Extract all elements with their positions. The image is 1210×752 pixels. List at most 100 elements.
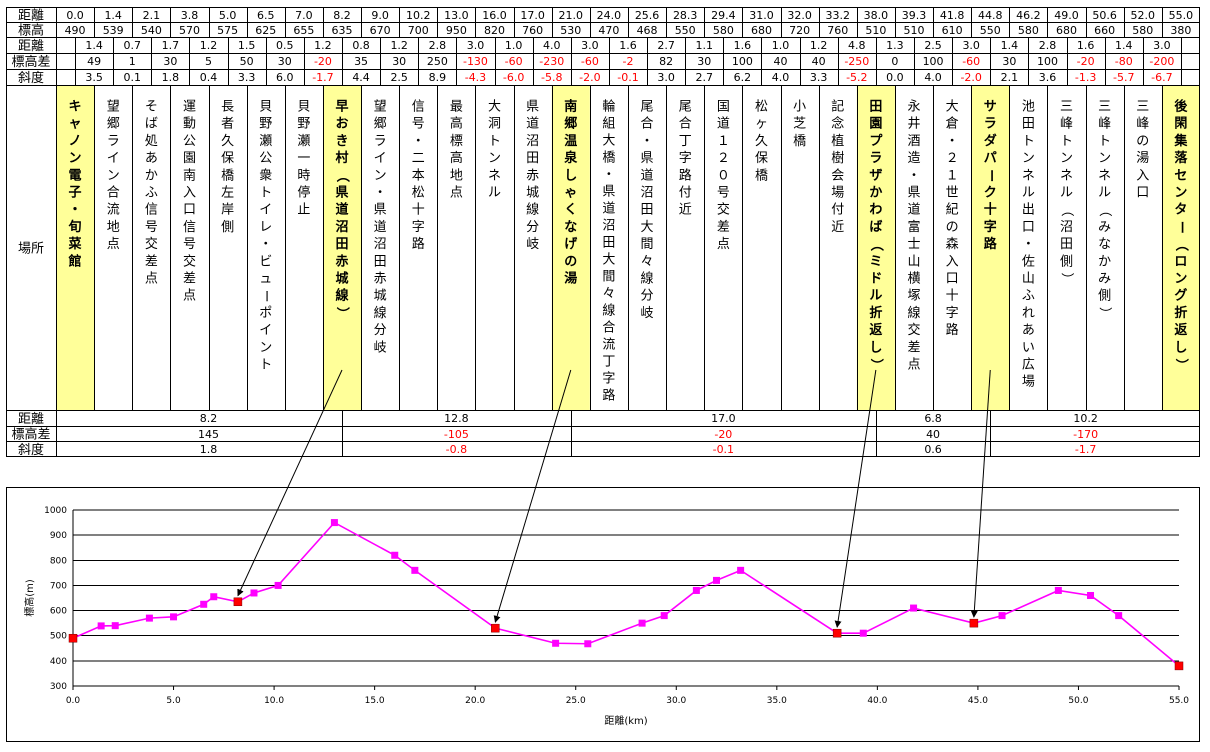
leg-distance: 17.0	[711, 412, 736, 425]
segment-distance: 3.0	[467, 39, 485, 52]
place-char: 路	[602, 388, 615, 404]
row-label-seg_elev_diff: 標高差	[11, 54, 50, 70]
place-char: あ	[145, 151, 158, 166]
point-elev: 380	[1170, 24, 1191, 37]
place-char: 十	[946, 289, 959, 304]
place-char: 落	[1174, 150, 1188, 166]
place-char: 々	[641, 254, 654, 269]
point-elev: 470	[598, 24, 619, 37]
place-char: 久	[221, 134, 234, 149]
place-char: 道	[526, 117, 539, 132]
place-char: 組	[602, 117, 615, 132]
point-elev: 610	[942, 24, 963, 37]
place-char: 場	[831, 186, 844, 201]
point-km: 44.8	[978, 9, 1003, 22]
segment-distance: 4.8	[848, 39, 866, 52]
place-char: ト	[259, 358, 272, 373]
elevation-chart-svg: 300 400 500 600 700 800 900 1000 0.0 5.0 10.0 15.0 2…	[23, 506, 1189, 727]
place-char: 岸	[221, 203, 234, 218]
place-char: み	[1098, 272, 1111, 287]
segment-distance: 3.0	[581, 39, 599, 52]
place-char: 号	[145, 220, 158, 235]
place-char: 一	[297, 151, 310, 166]
highlight-cell	[1161, 85, 1200, 410]
place-char: 小	[793, 100, 806, 115]
place-char: 横	[907, 272, 920, 287]
segment-elev-diff: -80	[1115, 55, 1133, 68]
x-tick-label: 55.0	[1169, 696, 1189, 706]
place-char: 合	[107, 186, 120, 201]
place-char: 地	[450, 168, 463, 183]
place-char: 保	[221, 151, 234, 166]
place-char: か	[869, 186, 882, 201]
place-char: 沼	[335, 220, 348, 235]
point-elev: 670	[370, 24, 391, 37]
place-char: ラ	[869, 151, 882, 166]
point-elev: 580	[1018, 24, 1039, 37]
place-char: 返	[1174, 323, 1187, 338]
segment-slope: 6.2	[734, 71, 752, 84]
place-char: 富	[907, 219, 920, 235]
leg-elev-diff: -170	[1073, 428, 1098, 441]
leg-slope: -0.8	[446, 443, 467, 456]
place-char: ン	[1174, 186, 1187, 201]
place-char: 城	[335, 271, 348, 287]
place-char: 沼	[1060, 220, 1073, 235]
point-elev: 700	[408, 24, 429, 37]
point-elev: 660	[1094, 24, 1115, 37]
place-char: 路	[946, 322, 959, 338]
place-char: 入	[183, 186, 196, 201]
segment-distance: 1.4	[1001, 39, 1019, 52]
segment-elev-diff: 5	[205, 55, 212, 68]
place-char: し	[1174, 340, 1187, 355]
place-char: ビ	[259, 254, 272, 269]
leg-distance: 6.8	[924, 412, 942, 425]
place-char: タ	[1174, 203, 1187, 218]
place-char: 尾	[641, 100, 654, 115]
place-char: ト	[1022, 134, 1035, 149]
row-label-elevation: 標高	[18, 23, 44, 39]
place-char: ネ	[1098, 168, 1111, 183]
place-char: い	[1022, 340, 1035, 355]
segment-elev-diff: 40	[812, 55, 826, 68]
place-char: 集	[1173, 133, 1188, 149]
segment-elev-diff: 100	[732, 55, 753, 68]
segment-distance: 2.7	[657, 39, 675, 52]
segment-elev-diff: -230	[539, 55, 564, 68]
point-km: 9.0	[371, 9, 389, 22]
segment-elev-diff: 82	[659, 55, 673, 68]
leg-elev-diff: 145	[198, 428, 219, 441]
place-char: ミ	[869, 254, 882, 269]
place-char: 赤	[335, 253, 348, 269]
place-char: ・	[907, 168, 920, 183]
place-char: 瀬	[259, 134, 272, 149]
place-char: ふ	[1022, 289, 1035, 304]
segment-distance: 0.7	[124, 39, 142, 52]
segment-slope: 8.9	[429, 71, 447, 84]
place-char: 泉	[564, 150, 578, 166]
place-char: パ	[984, 151, 997, 166]
segment-elev-diff: -60	[505, 55, 523, 68]
segment-distance: 1.5	[238, 39, 256, 52]
place-char: ポ	[259, 306, 272, 321]
x-tick-label: 10.0	[264, 696, 284, 706]
place-char: ）	[1059, 272, 1074, 285]
y-tick-label: 1000	[44, 506, 67, 516]
place-char: 三	[1136, 100, 1149, 115]
segment-elev-diff: 40	[774, 55, 788, 68]
place-char: ・	[946, 134, 959, 149]
segment-distance: 1.2	[810, 39, 828, 52]
segment-elev-diff: -130	[463, 55, 488, 68]
place-char: 側	[1060, 254, 1073, 269]
data-point-marker	[210, 593, 218, 601]
place-char: 国	[717, 100, 730, 115]
place-char: ２	[717, 151, 730, 166]
place-name: 小芝橋	[793, 100, 806, 149]
segment-elev-diff: 100	[1037, 55, 1058, 68]
x-axis-label: 距離(km)	[604, 714, 647, 727]
